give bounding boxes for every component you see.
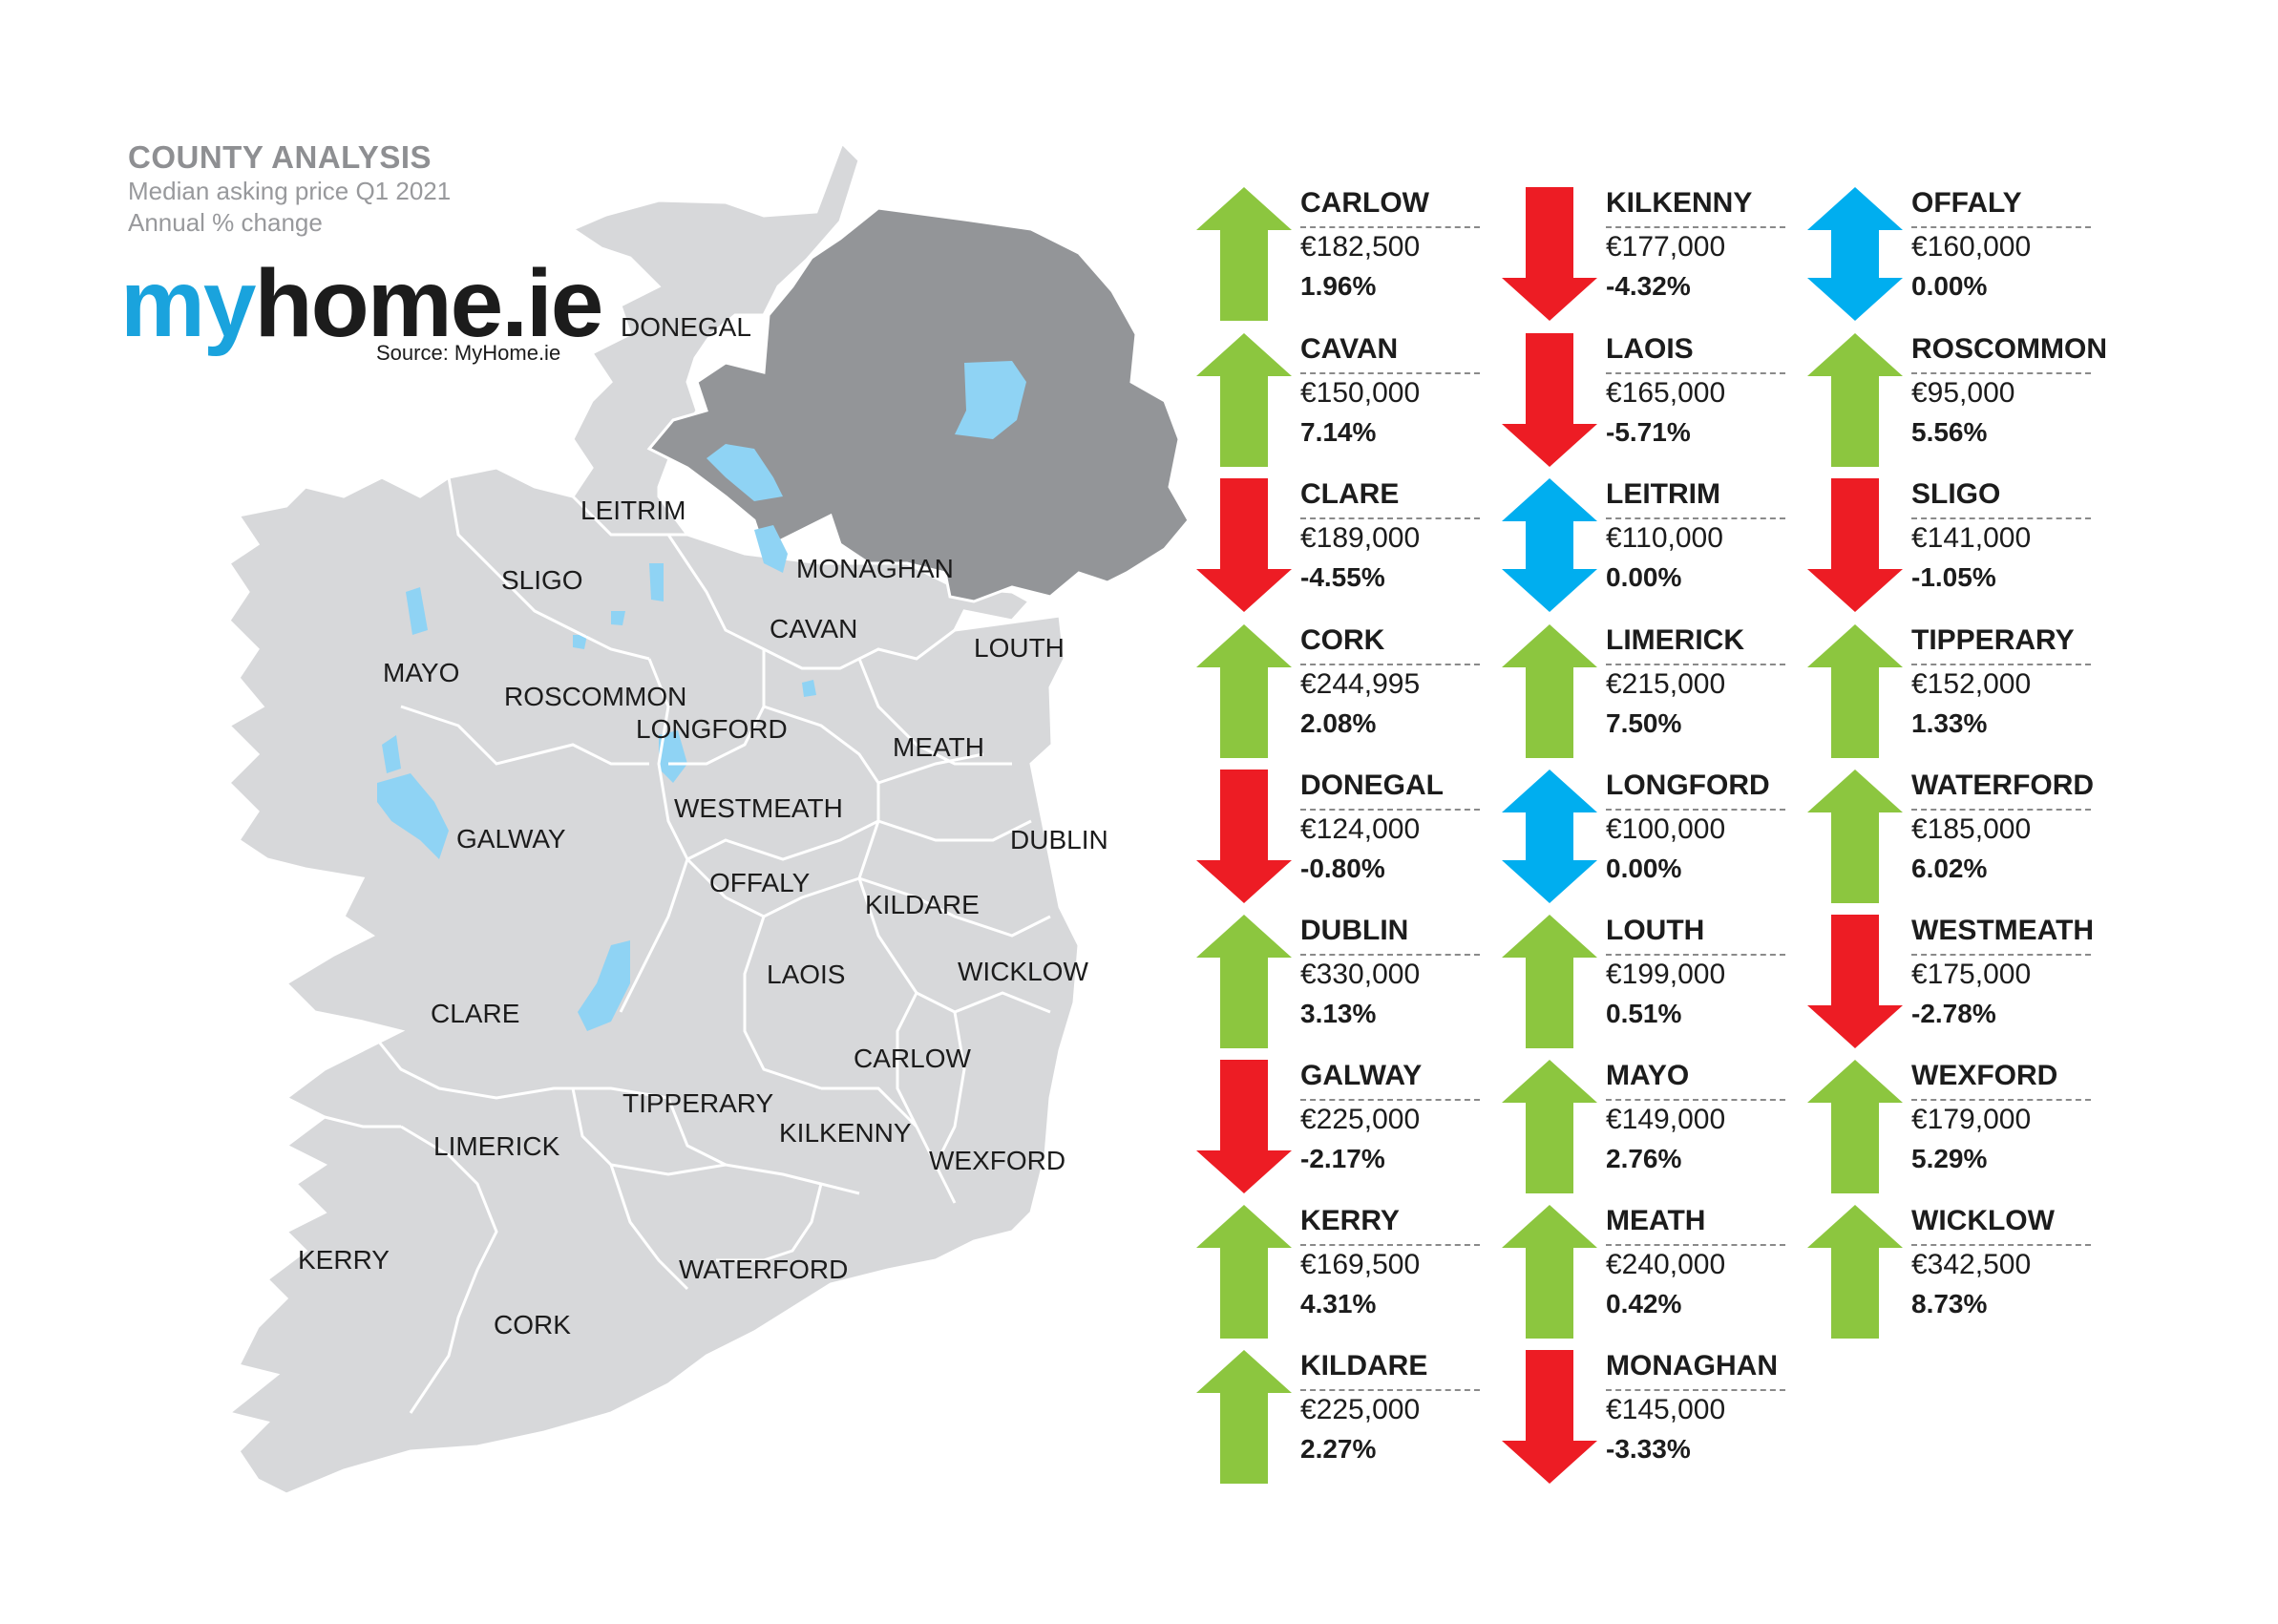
map-label-kildare: KILDARE xyxy=(865,890,980,919)
lough-erne-lower xyxy=(754,525,788,573)
map-label-westmeath: WESTMEATH xyxy=(674,793,843,823)
map-label-sligo: SLIGO xyxy=(501,565,583,595)
map-label-wicklow: WICKLOW xyxy=(958,957,1088,986)
map-label-roscommon: ROSCOMMON xyxy=(504,682,686,711)
map-label-monaghan: MONAGHAN xyxy=(796,554,954,583)
lough-sheelin xyxy=(802,680,816,697)
map-label-cavan: CAVAN xyxy=(770,614,857,643)
map-label-louth: LOUTH xyxy=(974,633,1065,663)
lough-key xyxy=(611,611,625,625)
lough-corrib xyxy=(377,773,449,859)
map-label-dublin: DUBLIN xyxy=(1010,825,1108,854)
map-label-kilkenny: KILKENNY xyxy=(779,1118,912,1148)
map-label-laois: LAOIS xyxy=(767,960,845,989)
map-label-galway: GALWAY xyxy=(456,824,566,854)
map-label-leitrim: LEITRIM xyxy=(580,496,686,525)
map-label-clare: CLARE xyxy=(431,999,519,1028)
page-title: COUNTY ANALYSIS xyxy=(128,139,432,175)
map-label-longford: LONGFORD xyxy=(636,714,788,744)
map-label-wexford: WEXFORD xyxy=(929,1146,1065,1175)
subtitle-price: Median asking price Q1 2021 xyxy=(128,177,452,205)
lough-erne xyxy=(707,444,783,501)
lough-allen xyxy=(649,563,664,601)
header: COUNTY ANALYSIS Median asking price Q1 2… xyxy=(128,139,451,239)
lough-derg xyxy=(578,940,630,1031)
county-labels: DONEGAL LEITRIM MONAGHAN SLIGO CAVAN LOU… xyxy=(298,312,1108,1339)
map-label-donegal: DONEGAL xyxy=(621,312,751,342)
subtitle-change: Annual % change xyxy=(128,208,323,237)
northern-ireland xyxy=(646,206,1191,603)
myhome-logo: myhome.ie xyxy=(120,250,603,357)
map-label-kerry: KERRY xyxy=(298,1245,390,1275)
map-label-limerick: LIMERICK xyxy=(433,1131,560,1161)
map-label-offaly: OFFALY xyxy=(709,868,811,897)
lough-gill xyxy=(573,635,587,649)
map-label-carlow: CARLOW xyxy=(854,1044,971,1073)
county-borders xyxy=(324,476,1051,1414)
map-label-waterford: WATERFORD xyxy=(679,1255,848,1284)
map-label-tipperary: TIPPERARY xyxy=(622,1088,774,1118)
lough-conn xyxy=(406,587,428,635)
lough-neagh xyxy=(955,361,1026,439)
map-label-meath: MEATH xyxy=(893,732,984,762)
source-note: Source: MyHome.ie xyxy=(376,341,561,365)
map-label-cork: CORK xyxy=(494,1310,571,1339)
lough-ree xyxy=(659,730,687,783)
map-label-mayo: MAYO xyxy=(383,658,459,687)
lough-mask xyxy=(382,735,401,773)
